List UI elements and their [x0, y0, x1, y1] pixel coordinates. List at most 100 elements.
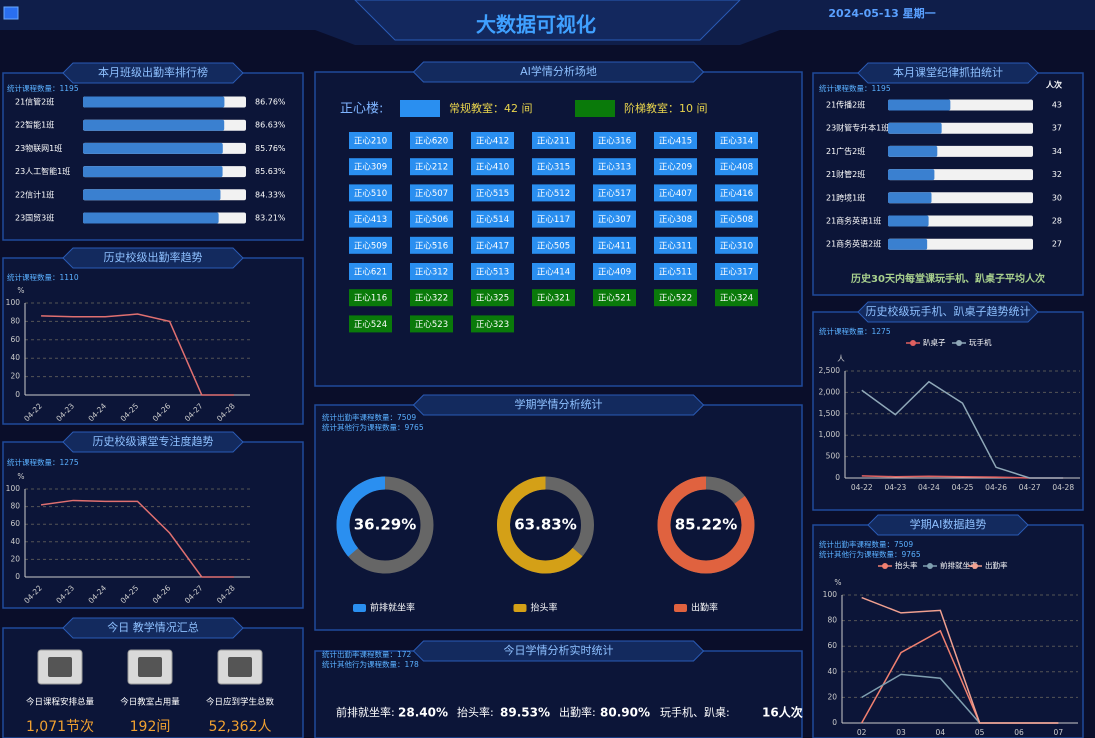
- panel-title-tab: [62, 62, 244, 84]
- x-tick-label: 03: [896, 728, 906, 737]
- note: 统计出勤率课程数量：7509: [819, 539, 913, 549]
- room-label: 正心521: [598, 294, 631, 304]
- axis-unit: 人: [837, 354, 845, 363]
- panel-title: AI学情分析场地: [520, 64, 597, 78]
- room-label: 正心308: [659, 215, 692, 225]
- note: 统计课程数量：1275: [819, 326, 891, 336]
- row-label: 21传播2班: [826, 100, 865, 110]
- summary-label: 今日课程安排总量: [26, 697, 95, 708]
- y-tick-label: 500: [826, 452, 841, 461]
- room-tile: [654, 210, 697, 228]
- room-tile: [593, 263, 636, 280]
- y-tick-label: 0: [835, 473, 840, 482]
- room-label: 正心414: [537, 268, 570, 278]
- room-label: 正心508: [720, 215, 753, 225]
- summary-value: 192间: [130, 719, 171, 735]
- room-tile: [532, 210, 575, 228]
- x-tick-label: 02: [857, 728, 867, 737]
- panel-title: 本月班级出勤率排行榜: [98, 65, 208, 79]
- room-label: 正心314: [720, 137, 753, 147]
- panel-title-tab: [857, 62, 1039, 84]
- room-tile: [715, 158, 758, 176]
- room-label: 正心510: [354, 189, 387, 199]
- stat-value: 28.40%: [398, 706, 448, 720]
- room-label: 正心517: [598, 189, 631, 199]
- row-label: 21财管2班: [826, 169, 865, 179]
- value-label: 32: [1052, 170, 1062, 179]
- panel-title-tab: [412, 61, 705, 83]
- room-label: 正心325: [476, 294, 509, 304]
- legend-marker: [910, 340, 916, 346]
- x-tick-label: 07: [1054, 728, 1064, 737]
- stat-value: 80.90%: [600, 706, 650, 720]
- row-label: 21商务英语2班: [826, 239, 881, 249]
- row-label: 21跨境1班: [826, 192, 865, 202]
- room-label: 正心317: [720, 268, 753, 278]
- y-tick-label: 20: [10, 372, 20, 381]
- room-label: 正心412: [476, 137, 509, 147]
- y-tick-label: 1,500: [819, 409, 841, 418]
- room-label: 正心621: [354, 268, 387, 278]
- room-tile: [715, 236, 758, 254]
- note: 统计课程数量：1110: [7, 272, 79, 282]
- room-label: 正心523: [415, 320, 448, 330]
- bar: [83, 142, 223, 154]
- room-tile: [532, 184, 575, 202]
- y-tick-label: 80: [10, 502, 20, 511]
- stat-label: 玩手机、趴桌:: [660, 705, 730, 719]
- value-label: 30: [1052, 193, 1062, 202]
- room-tile: [349, 263, 392, 280]
- room-tile: [593, 236, 636, 254]
- row-label: 23国贸3班: [15, 213, 54, 223]
- room-label: 正心513: [476, 268, 509, 278]
- room-label: 正心506: [415, 215, 448, 225]
- value-label: 43: [1052, 101, 1062, 110]
- room-label: 正心315: [537, 163, 570, 173]
- panel-title: 学期学情分析统计: [515, 397, 603, 411]
- room-label: 正心210: [354, 137, 387, 147]
- summary-value: 1,071节次: [26, 719, 94, 735]
- panel-title: 历史校级玩手机、趴桌子趋势统计: [866, 304, 1031, 318]
- panel-title-tab: [62, 431, 244, 453]
- room-label: 正心116: [354, 294, 387, 304]
- bar: [888, 99, 951, 111]
- room-tile: [410, 236, 453, 254]
- room-tile: [410, 315, 453, 333]
- room-label: 正心117: [537, 215, 570, 225]
- panel: [314, 650, 803, 738]
- legend-label: 抬头率: [531, 602, 558, 614]
- panel: [2, 257, 304, 425]
- room-label: 正心511: [659, 268, 692, 278]
- row-label: 22信计1班: [15, 189, 54, 199]
- room-tile: [349, 236, 392, 254]
- bar: [888, 169, 935, 181]
- x-tick-label: 04-22: [851, 483, 873, 492]
- bar: [888, 145, 938, 157]
- room-tile: [532, 132, 575, 149]
- bar: [888, 215, 929, 227]
- value-label: 37: [1052, 124, 1062, 133]
- legend-label: 玩手机: [969, 337, 992, 347]
- stat-label: 前排就坐率:: [336, 705, 395, 719]
- room-label: 正心415: [659, 137, 692, 147]
- panel-title: 学期AI数据趋势: [910, 517, 987, 531]
- room-tile: [715, 132, 758, 149]
- panel-title-tab: [62, 617, 244, 639]
- y-tick-label: 100: [6, 298, 21, 307]
- room-label: 正心209: [659, 163, 692, 173]
- room-label: 正心509: [354, 241, 387, 251]
- panel-title: 历史校级出勤率趋势: [104, 250, 203, 264]
- room-label: 正心505: [537, 241, 570, 251]
- room-label: 正心620: [415, 137, 448, 147]
- legend-label: 前排就坐率: [940, 560, 978, 570]
- panel-title: 历史校级课堂专注度趋势: [93, 434, 214, 448]
- room-tile: [654, 236, 697, 254]
- room-tile: [593, 132, 636, 149]
- note: 统计出勤率课程数量：7509: [322, 412, 416, 422]
- legend-swatch: [400, 100, 440, 117]
- room-label: 正心309: [354, 163, 387, 173]
- room-label: 正心413: [354, 215, 387, 225]
- room-tile: [410, 289, 453, 307]
- room-tile: [410, 158, 453, 176]
- y-tick-label: 60: [10, 519, 20, 528]
